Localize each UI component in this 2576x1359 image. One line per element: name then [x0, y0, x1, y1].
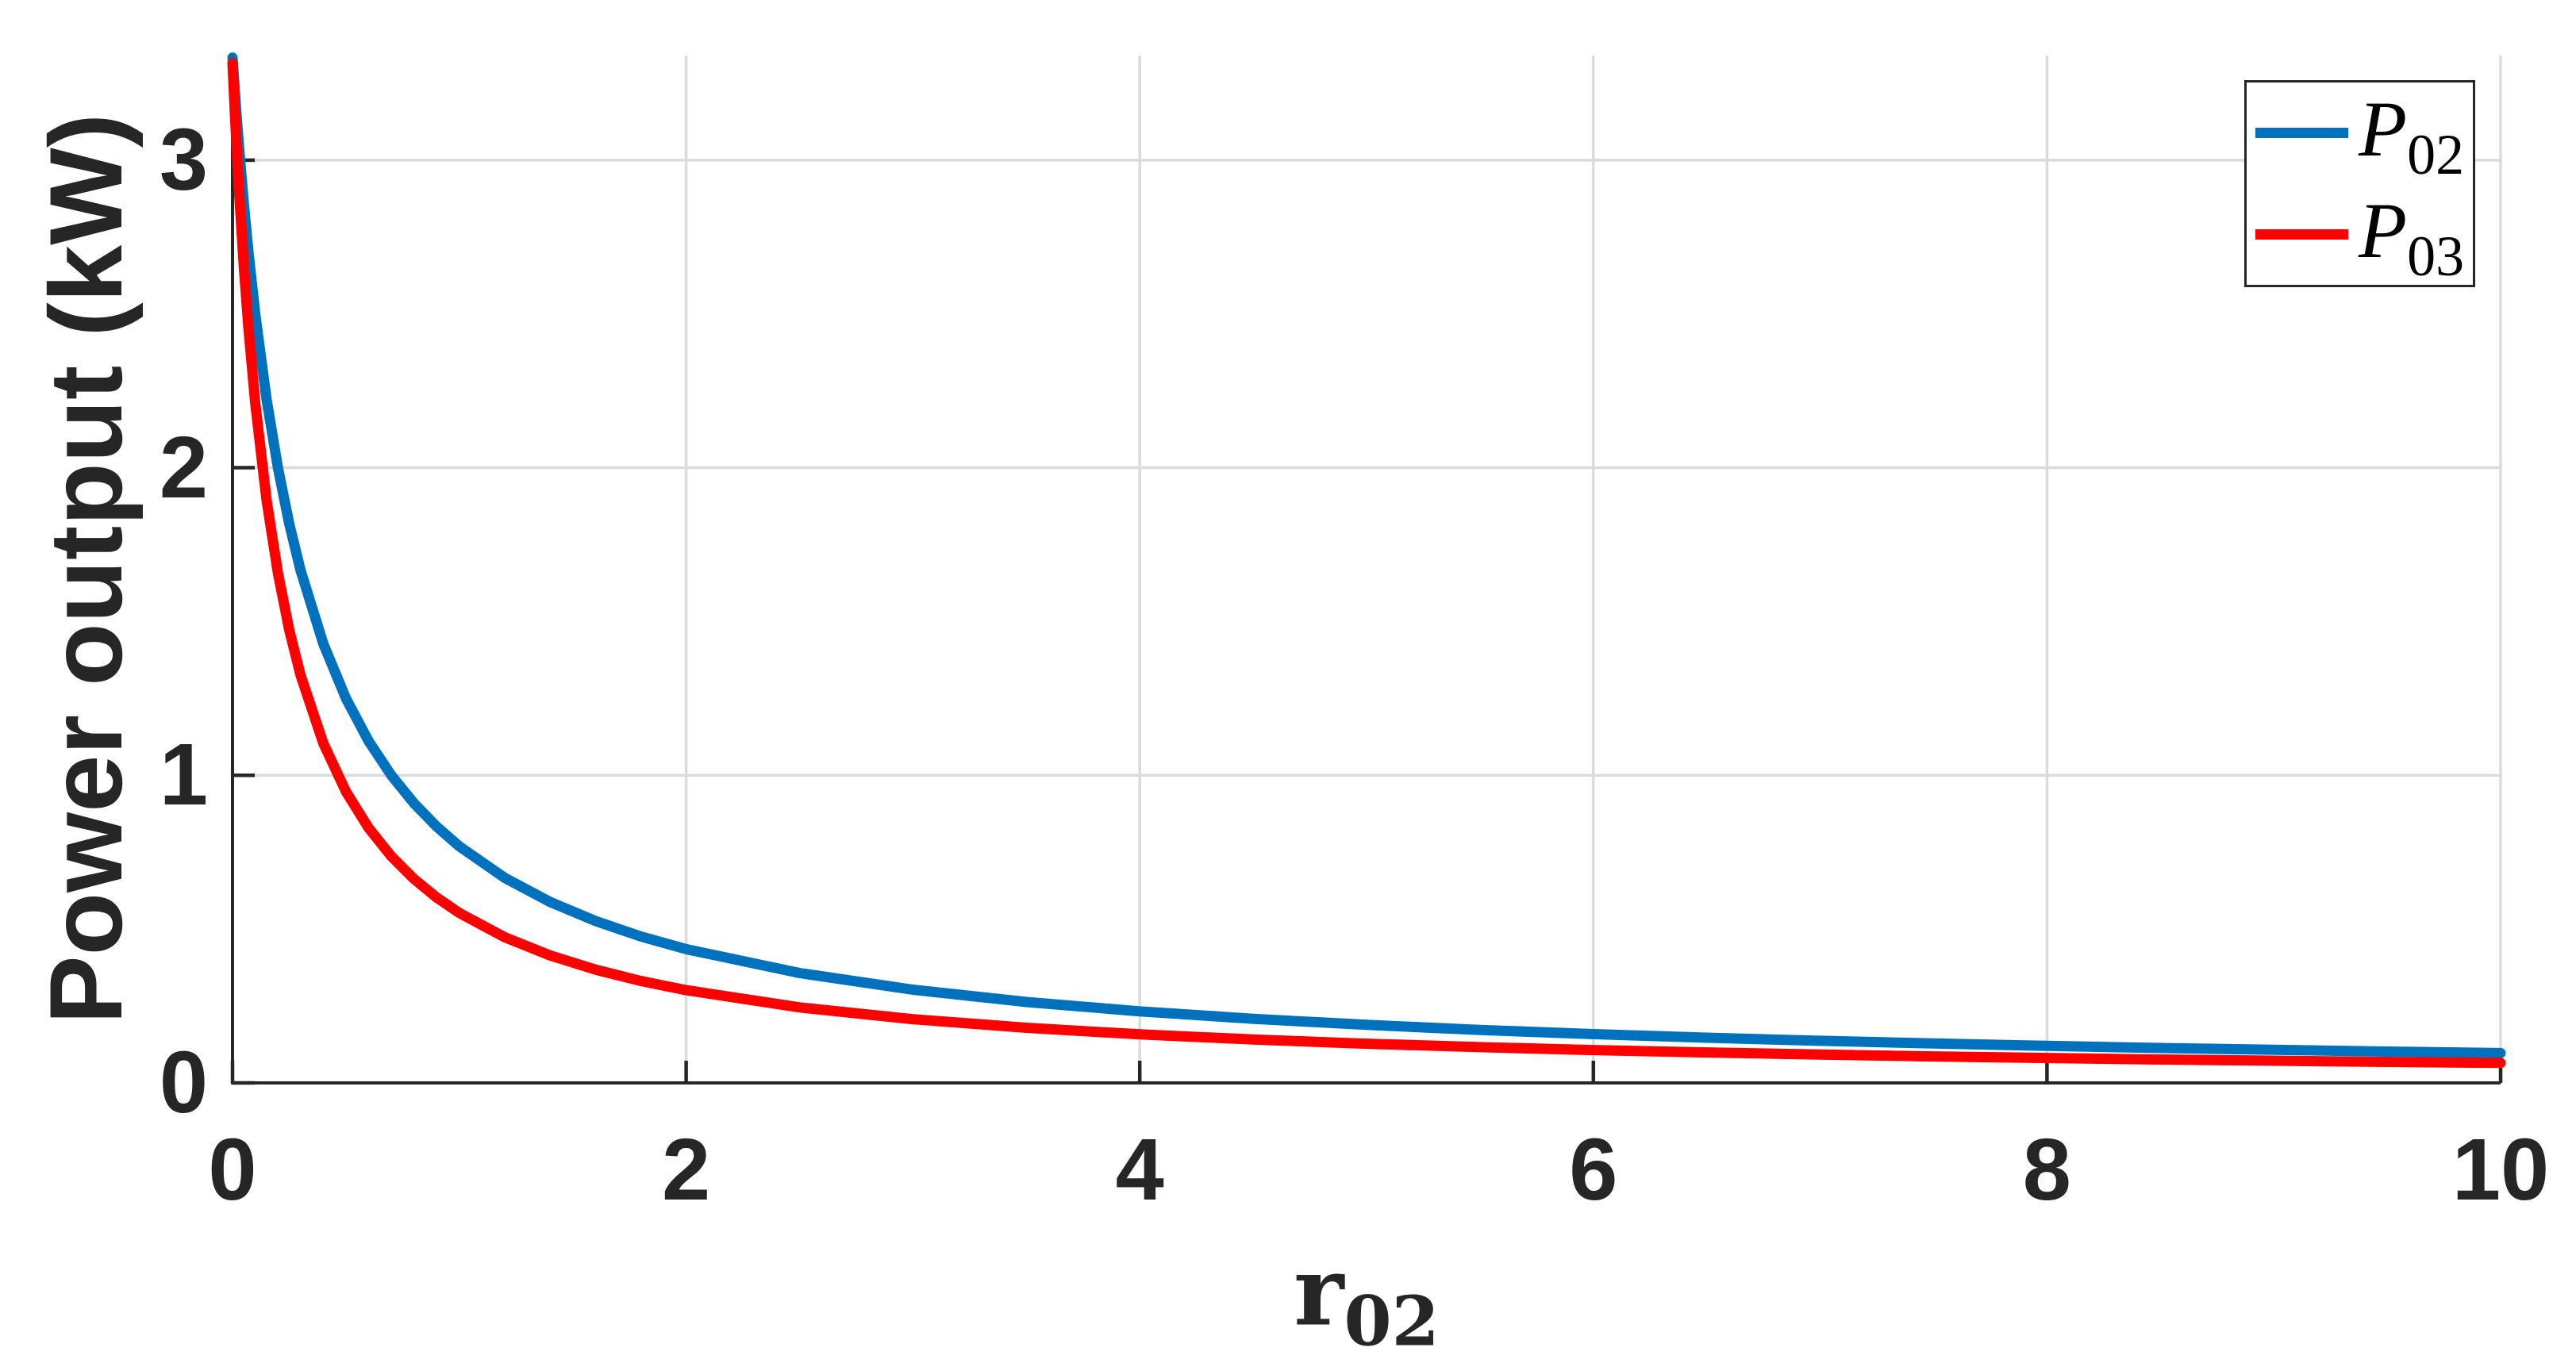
legend-item-p03: P03	[2247, 184, 2473, 288]
x-tick-label: 0	[208, 1121, 257, 1219]
legend-line-swatch-p03	[2255, 228, 2348, 240]
x-axis-label-subscript: 02	[1344, 1281, 1440, 1359]
axes-spines-ticks	[230, 56, 2503, 1085]
legend-line-swatch-p02	[2255, 128, 2348, 139]
x-tick-label: 10	[2451, 1121, 2550, 1219]
legend: P02 P03	[2244, 80, 2475, 288]
legend-label-p03: P03	[2359, 190, 2464, 288]
legend-subscript-p02: 02	[2407, 123, 2465, 187]
x-tick-label: 6	[1569, 1121, 1618, 1219]
legend-item-p02: P02	[2247, 83, 2473, 187]
y-axis-label: Power output (kW)	[28, 113, 144, 1025]
y-tick-label: 2	[159, 418, 208, 516]
y-tick-label: 1	[159, 726, 208, 824]
y-tick-label: 0	[159, 1034, 208, 1131]
legend-symbol-p02: P	[2359, 85, 2408, 174]
curve-p03	[227, 58, 2506, 1069]
curve-p02	[227, 52, 2506, 1058]
axis-spines	[231, 56, 2501, 1085]
legend-symbol-p03: P	[2359, 186, 2408, 274]
x-axis-label: r02	[1294, 1235, 1439, 1359]
y-tick-label: 3	[159, 110, 208, 209]
grid-lines	[231, 56, 2502, 1085]
legend-subscript-p03: 03	[2407, 224, 2465, 288]
x-tick-label: 8	[2022, 1121, 2071, 1219]
x-tick-label: 4	[1115, 1121, 1164, 1219]
x-axis-label-symbol: r	[1294, 1235, 1344, 1348]
x-tick-label: 2	[662, 1121, 711, 1219]
data-curves	[227, 52, 2506, 1069]
legend-label-p02: P02	[2359, 90, 2464, 187]
